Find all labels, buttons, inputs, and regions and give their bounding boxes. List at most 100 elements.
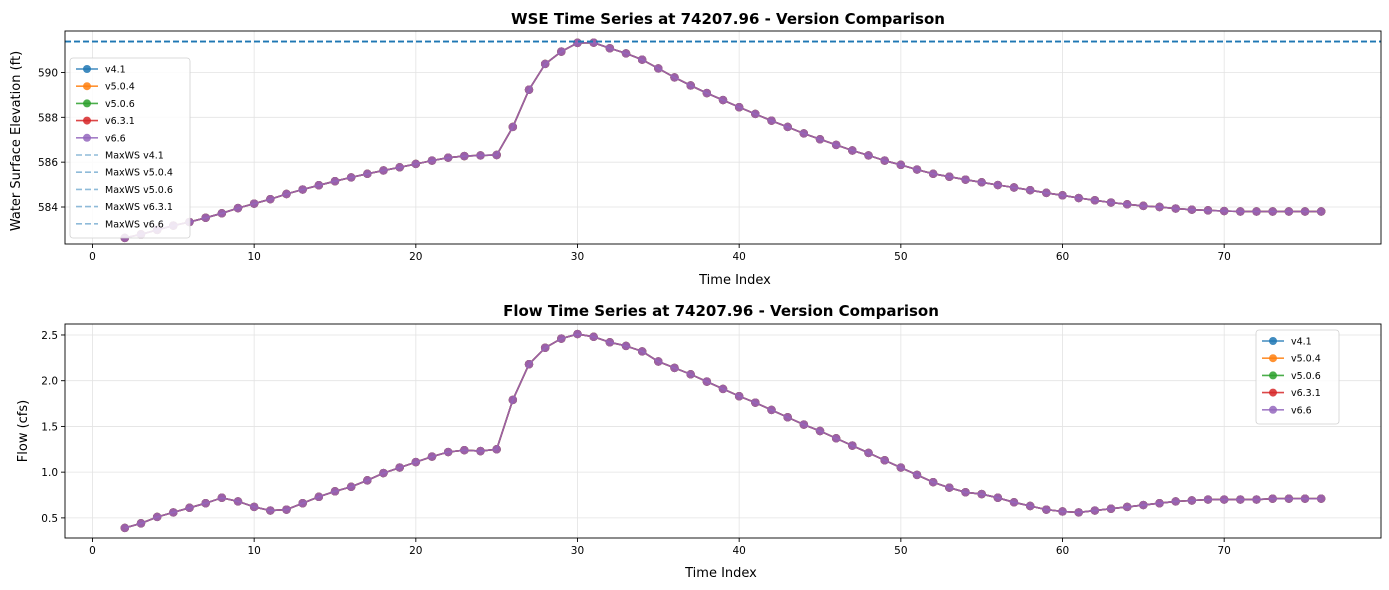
flow-data-point	[524, 360, 534, 369]
flow-data-point	[395, 463, 404, 472]
wse-data-point	[379, 166, 388, 175]
wse-data-point	[557, 47, 566, 56]
wse-data-point	[508, 122, 518, 132]
wse-data-point	[330, 177, 340, 186]
wse-legend-label: v5.0.4	[105, 82, 135, 93]
flow-data-point	[1236, 495, 1245, 504]
wse-data-point	[492, 150, 501, 160]
wse-data-point	[1009, 183, 1019, 192]
wse-y-tick-label: 584	[38, 202, 58, 214]
wse-data-point	[912, 165, 922, 174]
wse-data-point	[718, 95, 728, 105]
wse-data-point	[476, 151, 485, 160]
wse-legend-label: v6.3.1	[105, 116, 135, 127]
wse-data-point	[1171, 204, 1180, 213]
wse-data-point	[1236, 207, 1245, 216]
flow-data-point	[233, 497, 243, 506]
wse-data-point	[1219, 206, 1229, 216]
wse-legend-label: v4.1	[105, 65, 126, 76]
flow-data-point	[152, 512, 162, 522]
flow-data-point	[815, 426, 825, 436]
flow-data-point	[1219, 495, 1229, 504]
wse-legend-label: MaxWS v5.0.6	[105, 185, 173, 196]
wse-data-point	[751, 109, 760, 119]
flow-data-point	[1106, 504, 1116, 513]
wse-chart-panel: WSE Time Series at 74207.96 - Version Co…	[9, 10, 1382, 288]
flow-data-point	[1284, 494, 1294, 503]
flow-data-point	[686, 370, 695, 379]
flow-data-point	[185, 503, 194, 513]
flow-data-point	[993, 493, 1003, 502]
wse-data-point	[411, 159, 421, 169]
flow-data-point	[136, 519, 146, 528]
wse-data-point	[1042, 188, 1051, 198]
flow-data-point	[573, 329, 582, 339]
wse-data-point	[524, 85, 534, 94]
flow-data-point	[540, 343, 550, 352]
flow-data-point	[314, 492, 324, 502]
flow-data-point	[1025, 501, 1035, 511]
flow-data-point	[379, 468, 388, 478]
wse-y-tick-label: 590	[38, 67, 58, 79]
flow-data-point	[718, 384, 728, 394]
flow-x-tick-label: 30	[571, 545, 584, 557]
wse-x-tick-label: 10	[247, 251, 260, 263]
flow-x-tick-label: 70	[1217, 545, 1230, 557]
flow-data-point	[1316, 494, 1326, 503]
wse-data-point	[346, 173, 356, 182]
flow-data-point	[460, 446, 469, 455]
wse-data-point	[233, 203, 243, 213]
wse-data-point	[589, 38, 598, 47]
wse-data-point	[1025, 185, 1035, 195]
flow-data-point	[589, 332, 598, 342]
wse-legend-marker	[83, 116, 91, 125]
wse-y-axis-label: Water Surface Elevation (ft)	[9, 51, 24, 231]
wse-x-tick-label: 50	[894, 251, 907, 263]
flow-axes-frame	[64, 323, 1382, 539]
flow-data-point	[1122, 502, 1132, 512]
wse-plot-area: 0 10 20 30 40 50 60 70 584 586 588 590 v4.1 v5.0.4 v5.…	[38, 30, 1382, 263]
wse-data-point	[621, 49, 631, 58]
flow-data-point	[621, 341, 631, 351]
wse-data-point	[540, 59, 550, 69]
flow-data-point	[363, 476, 372, 485]
wse-data-point	[217, 209, 227, 218]
wse-data-point	[977, 178, 986, 187]
wse-data-point	[1252, 207, 1261, 216]
flow-legend-label: v6.3.1	[1291, 388, 1321, 399]
wse-legend-label: MaxWS v6.6	[105, 219, 164, 230]
flow-data-point	[330, 487, 340, 496]
wse-data-point	[1090, 196, 1100, 205]
wse-data-point	[1300, 207, 1310, 216]
flow-x-tick-label: 10	[247, 545, 260, 557]
wse-data-point	[443, 153, 453, 162]
wse-data-point	[1316, 207, 1326, 216]
wse-data-point	[637, 55, 647, 64]
flow-data-point	[346, 482, 356, 491]
wse-data-point	[928, 169, 938, 179]
wse-data-point	[201, 213, 210, 222]
flow-data-point	[605, 338, 615, 347]
wse-legend-label: MaxWS v5.0.4	[105, 168, 173, 179]
flow-data-point	[783, 413, 792, 422]
flow-data-point	[977, 489, 986, 499]
flow-data-point	[1252, 495, 1261, 504]
flow-data-point	[1155, 499, 1164, 508]
wse-x-axis-label: Time Index	[698, 273, 771, 288]
flow-data-point	[217, 493, 227, 502]
wse-data-point	[686, 81, 695, 90]
flow-y-tick-label: 1.5	[41, 421, 58, 433]
flow-data-point	[1009, 498, 1019, 507]
flow-data-point	[249, 502, 259, 512]
flow-legend-marker	[1269, 354, 1277, 363]
wse-legend-marker	[83, 133, 91, 142]
flow-legend-marker	[1269, 388, 1277, 397]
flow-data-point	[1090, 506, 1100, 515]
flow-y-tick-label: 2.0	[41, 376, 58, 388]
flow-data-point	[557, 334, 566, 343]
wse-data-point	[670, 73, 679, 82]
wse-data-point	[880, 156, 889, 165]
flow-data-point	[961, 488, 970, 497]
flow-data-point	[1268, 494, 1277, 503]
